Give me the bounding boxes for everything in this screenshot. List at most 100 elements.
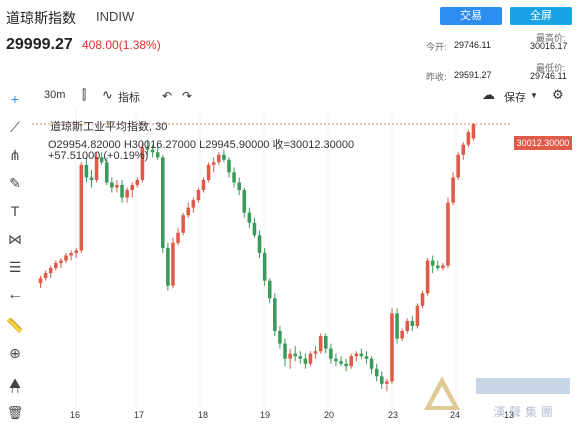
- candle: [130, 182, 135, 198]
- chevron-down-icon[interactable]: ▼: [530, 91, 538, 100]
- candle: [430, 255, 435, 274]
- high-value: 30016.17: [530, 41, 568, 51]
- redo-icon[interactable]: ↷: [182, 89, 193, 103]
- candle-body: [79, 164, 84, 251]
- magnet-tool-icon[interactable]: ∩: [9, 380, 21, 396]
- candle: [222, 149, 226, 163]
- candle-body: [461, 144, 466, 155]
- candle: [160, 154, 165, 253]
- candle-body: [344, 363, 348, 367]
- candle-body: [293, 353, 297, 357]
- candle-body: [415, 305, 420, 326]
- x-tick-label: 19: [260, 410, 271, 420]
- watermark-text: 漢 聲 集 團: [493, 404, 552, 419]
- candle-body: [364, 356, 369, 359]
- candle: [257, 230, 262, 258]
- candle: [425, 258, 430, 296]
- text-icon[interactable]: T: [10, 203, 20, 219]
- candle-body: [206, 164, 211, 180]
- quote-header: 道琼斯指数 INDIW 交易 全屏 29999.27 408.00(1.38%)…: [0, 0, 576, 86]
- fullscreen-button[interactable]: 全屏: [510, 7, 572, 25]
- candle: [400, 328, 404, 342]
- chart-image-icon[interactable]: ⛰: [9, 374, 21, 391]
- candle-body: [181, 215, 185, 233]
- candle-body: [420, 293, 425, 306]
- candle-body: [430, 260, 435, 266]
- candle: [43, 270, 48, 281]
- trend-line-icon[interactable]: ⟋: [10, 118, 20, 135]
- candle-body: [120, 185, 124, 198]
- trade-button[interactable]: 交易: [440, 7, 502, 25]
- candle: [74, 247, 78, 258]
- candle-body: [369, 358, 374, 369]
- pattern-icon[interactable]: ⋈: [8, 230, 22, 247]
- candle: [247, 207, 252, 228]
- candle: [150, 144, 155, 158]
- brush-icon[interactable]: ✎: [9, 174, 21, 191]
- candle-body: [135, 179, 140, 185]
- candle-body: [400, 331, 404, 339]
- candle: [176, 227, 180, 246]
- candle: [211, 157, 216, 173]
- candle: [140, 142, 145, 183]
- interval-selector[interactable]: 30m: [44, 89, 66, 101]
- candle-body: [227, 159, 231, 173]
- candle: [334, 353, 338, 367]
- ruler-icon[interactable]: 📏: [6, 316, 24, 333]
- candle: [217, 152, 221, 165]
- candle-body: [191, 200, 196, 208]
- candle: [303, 353, 308, 369]
- candle: [89, 169, 94, 188]
- candle: [191, 197, 196, 213]
- candle-body: [99, 157, 104, 163]
- candle-body: [405, 320, 410, 331]
- index-code: INDIW: [96, 9, 135, 24]
- candle: [308, 351, 313, 367]
- fibonacci-icon[interactable]: ☰: [8, 258, 22, 275]
- zoom-in-icon[interactable]: ⊕: [9, 344, 21, 361]
- candle-body: [298, 356, 303, 359]
- candle: [120, 179, 124, 203]
- candle-body: [196, 190, 201, 201]
- candle: [461, 142, 466, 160]
- candle-body: [446, 202, 450, 266]
- candle-body: [257, 235, 262, 253]
- candle-body: [262, 252, 267, 281]
- drawing-toolbar: + ⟋ ⋔ ✎ T ⋈ ☰ ← 📏 ⊕ ⛰: [0, 88, 30, 424]
- indicator-icon[interactable]: ∿: [102, 87, 113, 102]
- candle-body: [59, 260, 63, 264]
- candle-body: [308, 353, 313, 364]
- undo-icon[interactable]: ↶: [162, 89, 173, 103]
- candle: [323, 333, 328, 354]
- open-value: 29746.11: [454, 40, 491, 50]
- fork-tool-icon[interactable]: ⋔: [9, 146, 21, 163]
- candle: [329, 343, 333, 364]
- candle-body: [130, 185, 135, 191]
- candle-body: [318, 336, 323, 352]
- company-watermark-logo: 漢 聲 集 團: [424, 376, 570, 419]
- candle: [385, 378, 389, 392]
- crosshair-icon[interactable]: +: [10, 91, 20, 107]
- candle-body: [379, 376, 384, 384]
- candle: [252, 217, 257, 238]
- candle: [232, 167, 236, 188]
- candle: [344, 358, 348, 372]
- candle-body: [166, 247, 170, 286]
- back-arrow-icon[interactable]: ←: [7, 286, 23, 303]
- candle-body: [374, 368, 379, 377]
- candle-type-icon[interactable]: ⫿: [82, 87, 87, 102]
- settings-gear-icon[interactable]: ⚙: [552, 87, 564, 102]
- trash-icon[interactable]: 🗑: [6, 405, 24, 420]
- open-label: 今开:: [426, 42, 447, 52]
- indicators-button[interactable]: 指标: [118, 92, 140, 104]
- cloud-icon[interactable]: ☁: [482, 87, 495, 102]
- candle-body: [150, 149, 155, 153]
- candle-body: [303, 358, 308, 364]
- candle: [395, 308, 399, 344]
- candlestick-chart[interactable]: [32, 108, 512, 408]
- candle-body: [323, 336, 328, 349]
- save-button[interactable]: 保存: [504, 92, 526, 104]
- candle: [201, 177, 206, 193]
- candle-body: [237, 182, 241, 191]
- candle-body: [211, 162, 216, 165]
